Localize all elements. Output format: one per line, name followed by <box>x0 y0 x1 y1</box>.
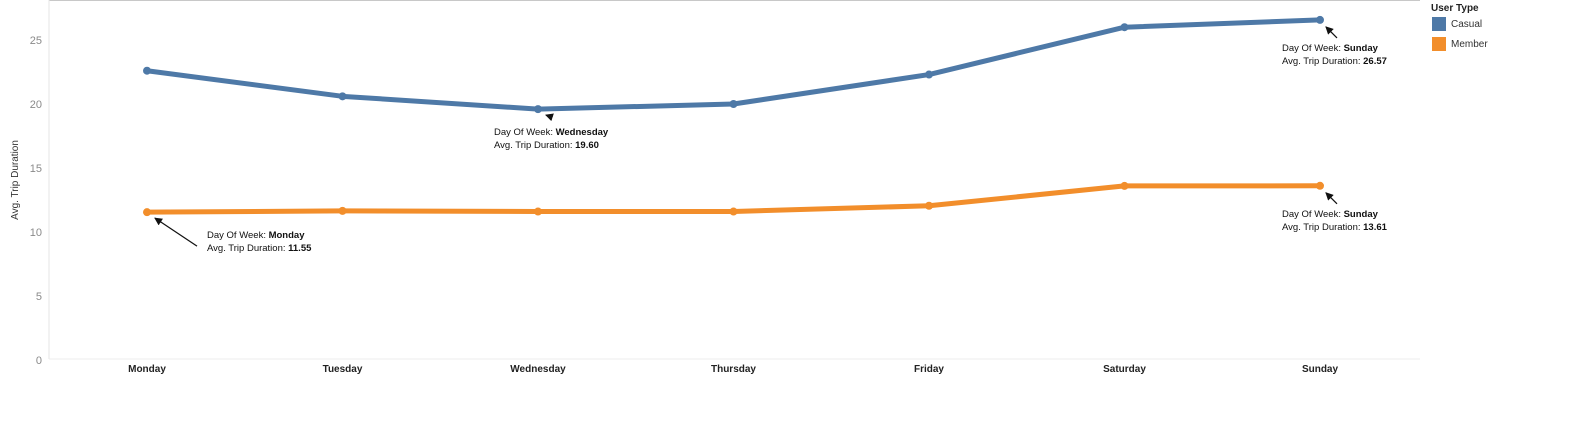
annotation-label: Avg. Trip Duration: <box>1282 56 1363 67</box>
data-point <box>925 201 933 210</box>
series-member <box>143 181 1324 217</box>
annotation-label: Day Of Week: <box>494 127 556 138</box>
data-point <box>534 207 542 216</box>
x-tick-label: Saturday <box>1103 364 1146 375</box>
data-point <box>1120 23 1129 32</box>
data-point <box>1316 15 1324 24</box>
data-point <box>338 206 347 215</box>
y-tick-label: 20 <box>30 99 42 111</box>
annotation-label: Avg. Trip Duration: <box>207 243 288 254</box>
data-point <box>1120 181 1129 190</box>
annotation-layer: Day Of Week: Wednesday Avg. Trip Duration… <box>154 26 1388 254</box>
annotation-arrow <box>1325 192 1338 205</box>
data-point <box>1316 181 1324 190</box>
x-tick-label: Sunday <box>1302 364 1339 375</box>
annotation-value: 19.60 <box>575 140 599 151</box>
series-line <box>144 17 1323 112</box>
legend: User Type Casual Member <box>1431 3 1488 51</box>
x-tick-label: Tuesday <box>323 364 363 375</box>
annotation-value: 13.61 <box>1363 222 1387 233</box>
x-axis-ticks: Monday Tuesday Wednesday Thursday Friday Satu… <box>128 364 1338 375</box>
annotation-label: Day Of Week: <box>1282 43 1344 54</box>
data-point <box>143 208 151 217</box>
legend-title: User Type <box>1431 3 1479 14</box>
annotation-label: Avg. Trip Duration: <box>1282 222 1363 233</box>
data-point <box>729 100 738 108</box>
x-tick-label: Thursday <box>711 364 756 375</box>
y-axis-ticks: 0 5 10 15 20 25 <box>30 35 42 367</box>
legend-swatch-casual <box>1432 17 1446 31</box>
y-tick-label: 15 <box>30 163 42 175</box>
x-tick-label: Wednesday <box>510 364 566 375</box>
x-tick-label: Monday <box>128 364 166 375</box>
data-point <box>338 92 347 101</box>
annotation-label: Day Of Week: <box>1282 209 1344 220</box>
annotation-arrow <box>154 217 198 247</box>
annotation-label: Avg. Trip Duration: <box>494 140 575 151</box>
annotation-line-duration: Avg. Trip Duration: 19.60 <box>494 140 599 151</box>
annotation-line-duration: Avg. Trip Duration: 11.55 <box>207 243 312 254</box>
data-point <box>729 207 738 216</box>
annotation: Day Of Week: Wednesday Avg. Trip Duration… <box>494 113 609 151</box>
annotation-line-duration: Avg. Trip Duration: 13.61 <box>1282 222 1388 233</box>
data-point <box>925 70 933 79</box>
annotation: Day Of Week: Sunday Avg. Trip Duration: 1… <box>1282 192 1388 233</box>
annotation-line-day: Day Of Week: Sunday <box>1282 43 1379 54</box>
annotation-value: Wednesday <box>556 127 609 138</box>
annotation-value: 11.55 <box>288 243 312 254</box>
y-tick-label: 10 <box>30 227 42 239</box>
annotation-value: Sunday <box>1344 43 1379 54</box>
annotation-line-day: Day Of Week: Monday <box>207 230 305 241</box>
annotation-arrow <box>545 113 554 122</box>
legend-swatch-member <box>1432 37 1446 51</box>
annotation-arrow <box>1325 26 1338 39</box>
annotation-line-duration: Avg. Trip Duration: 26.57 <box>1282 56 1387 67</box>
data-point <box>143 66 151 75</box>
series-layer <box>143 15 1324 217</box>
annotation: Day Of Week: Monday Avg. Trip Duration: 1… <box>154 217 312 254</box>
annotation-value: Sunday <box>1344 209 1379 220</box>
annotation-label: Day Of Week: <box>207 230 269 241</box>
y-tick-label: 25 <box>30 35 42 47</box>
legend-label-member: Member <box>1451 39 1488 50</box>
annotation-value: 26.57 <box>1363 56 1387 67</box>
legend-items: Casual Member <box>1432 17 1488 51</box>
series-casual <box>143 15 1324 114</box>
annotation-line-day: Day Of Week: Sunday <box>1282 209 1379 220</box>
y-axis-label: Avg. Trip Duration <box>10 140 21 220</box>
annotation-value: Monday <box>269 230 306 241</box>
y-tick-label: 5 <box>36 291 42 303</box>
y-tick-label: 0 <box>36 355 42 367</box>
data-point <box>534 105 542 114</box>
annotation-line-day: Day Of Week: Wednesday <box>494 127 609 138</box>
legend-label-casual: Casual <box>1451 19 1482 30</box>
annotation: Day Of Week: Sunday Avg. Trip Duration: 2… <box>1282 26 1387 67</box>
x-tick-label: Friday <box>914 364 944 375</box>
